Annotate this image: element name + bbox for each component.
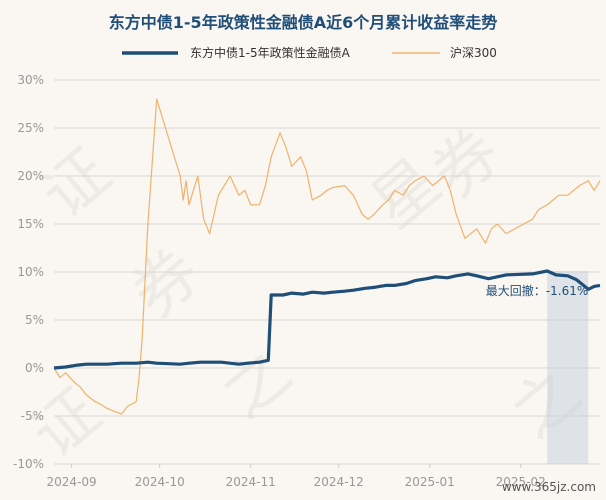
legend-label-index: 沪深300 [450, 46, 497, 60]
legend-label-fund: 东方中债1-5年政策性金融债A [190, 45, 351, 60]
x-tick-label: 2024-09 [47, 475, 97, 489]
series [53, 98, 601, 415]
chart-title: 东方中债1-5年政策性金融债A近6个月累计收益率走势 [109, 13, 497, 32]
x-tick-label: 2025-01 [405, 475, 455, 489]
legend: 东方中债1-5年政策性金融债A 沪深300 [122, 45, 497, 60]
y-tick-label: 15% [17, 217, 44, 231]
y-axis: 30% 25% 20% 15% 10% 5% 0% -5% -10% [13, 73, 44, 471]
gridlines [54, 79, 600, 465]
y-tick-label: 30% [17, 73, 44, 87]
drawdown-label: 最大回撤：-1.61% [486, 283, 588, 298]
x-tick-label: 2024-11 [226, 475, 276, 489]
y-tick-label: 5% [25, 313, 44, 327]
x-tick-label: 2024-10 [135, 475, 185, 489]
annotations: 最大回撤：-1.61% [486, 283, 588, 298]
x-axis: 2024-09 2024-10 2024-11 2024-12 2025-01 2025-… [47, 464, 546, 489]
series-line-fund [53, 269, 601, 370]
watermark-glyph: 之 [208, 335, 305, 433]
y-tick-label: 10% [17, 265, 44, 279]
x-tick-label: 2024-12 [314, 475, 364, 489]
y-tick-label: 25% [17, 121, 44, 135]
y-tick-label: 0% [25, 361, 44, 375]
site-watermark-label: www.365jz.com [502, 480, 596, 494]
series-line-index [53, 98, 601, 415]
y-tick-label: -5% [21, 409, 44, 423]
y-tick-label: -10% [13, 457, 44, 471]
y-tick-label: 20% [17, 169, 44, 183]
drawdown-area [547, 271, 589, 464]
drawdown-shade [547, 271, 589, 464]
x-tick-label: 2025-02 [496, 475, 546, 489]
watermark-glyph: 券 [118, 235, 215, 333]
